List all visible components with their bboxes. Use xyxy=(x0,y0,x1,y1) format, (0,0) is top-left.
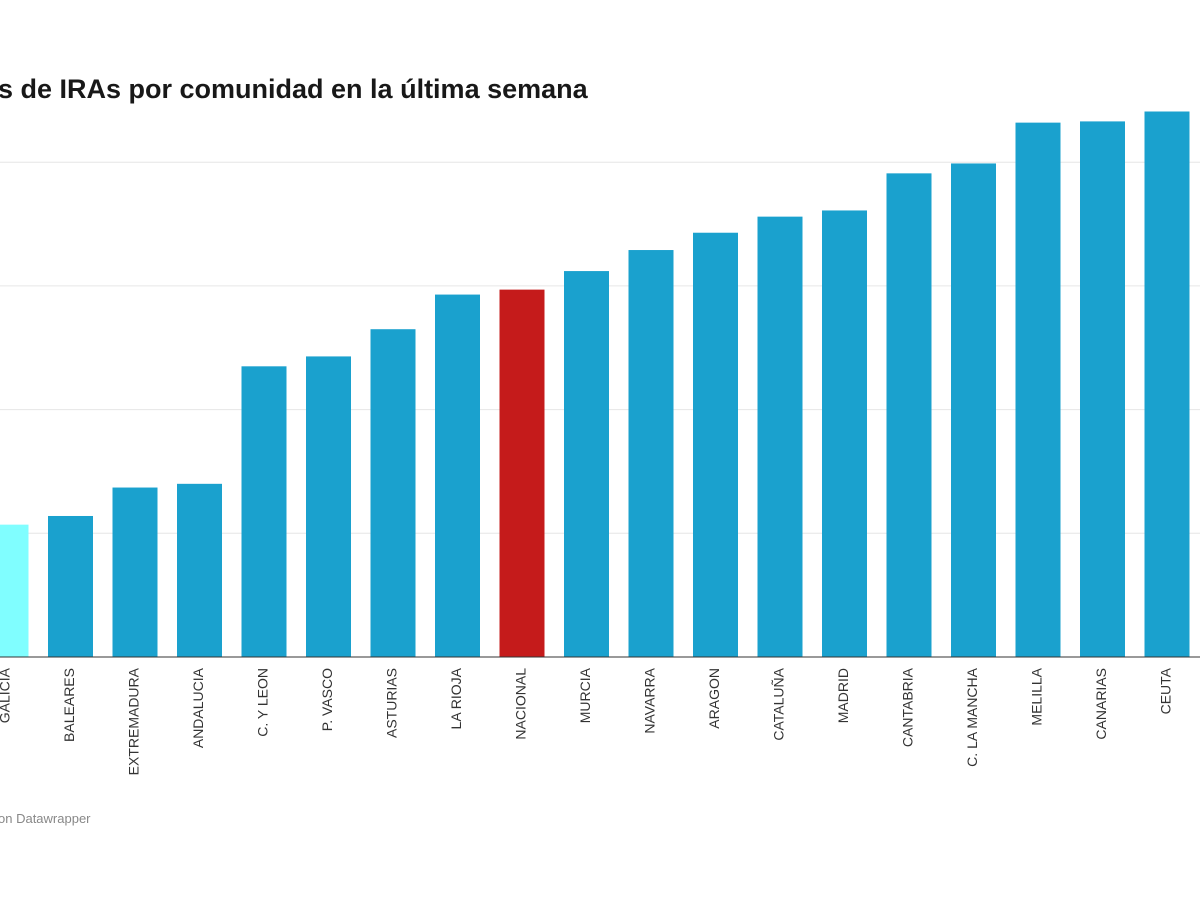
x-tick-label: GALICIA xyxy=(0,667,13,723)
x-tick-label: ARAGON xyxy=(706,668,722,729)
bar-nacional xyxy=(499,289,545,657)
x-tick-label: C. LA MANCHA xyxy=(964,667,980,766)
x-tick-labels: GALICIA BALEARES EXTREMADURA ANDALUCIA C. Y … xyxy=(0,667,1174,775)
bar-p-vasco xyxy=(306,356,351,657)
x-tick-label: CEUTA xyxy=(1158,667,1174,714)
bar-andalucia xyxy=(177,483,222,657)
x-tick-label: CANTABRIA xyxy=(900,667,916,747)
x-tick-label: LA RIOJA xyxy=(448,667,464,729)
x-tick-label: C. Y LEON xyxy=(255,668,271,737)
bar-aragon xyxy=(693,232,738,657)
x-tick-label: CATALUÑA xyxy=(771,667,787,740)
bar-ceuta xyxy=(1144,111,1190,657)
bar-canarias xyxy=(1080,121,1125,657)
bar-extremadura xyxy=(112,487,158,657)
x-tick-label: MURCIA xyxy=(577,667,593,723)
bar-asturias xyxy=(370,329,416,657)
x-tick-label: ASTURIAS xyxy=(384,668,400,738)
bar-melilla xyxy=(1015,122,1061,658)
bar-galicia xyxy=(0,524,29,657)
x-tick-label: BALEARES xyxy=(61,668,77,742)
x-tick-label: MADRID xyxy=(835,668,851,723)
bar-cataluña xyxy=(757,216,803,657)
bar-murcia xyxy=(564,271,609,657)
bar-madrid xyxy=(822,210,867,658)
bar-c-la-mancha xyxy=(951,163,996,657)
x-tick-label: CANARIAS xyxy=(1093,668,1109,740)
bar-navarra xyxy=(628,250,674,657)
chart-footer: on Datawrapper xyxy=(0,811,91,826)
x-tick-label: ANDALUCIA xyxy=(190,667,206,748)
bars xyxy=(0,111,1190,658)
x-tick-label: MELILLA xyxy=(1029,667,1045,725)
x-tick-label: P. VASCO xyxy=(319,668,335,731)
x-tick-label: NACIONAL xyxy=(513,668,529,740)
bar-c-y-leon xyxy=(241,366,287,657)
bar-cantabria xyxy=(886,173,932,657)
x-tick-label: EXTREMADURA xyxy=(126,667,142,775)
bar-baleares xyxy=(48,515,93,657)
chart-title: s de IRAs por comunidad en la última sem… xyxy=(0,74,589,104)
x-tick-label: NAVARRA xyxy=(642,667,658,733)
bar-la-rioja xyxy=(435,294,480,657)
